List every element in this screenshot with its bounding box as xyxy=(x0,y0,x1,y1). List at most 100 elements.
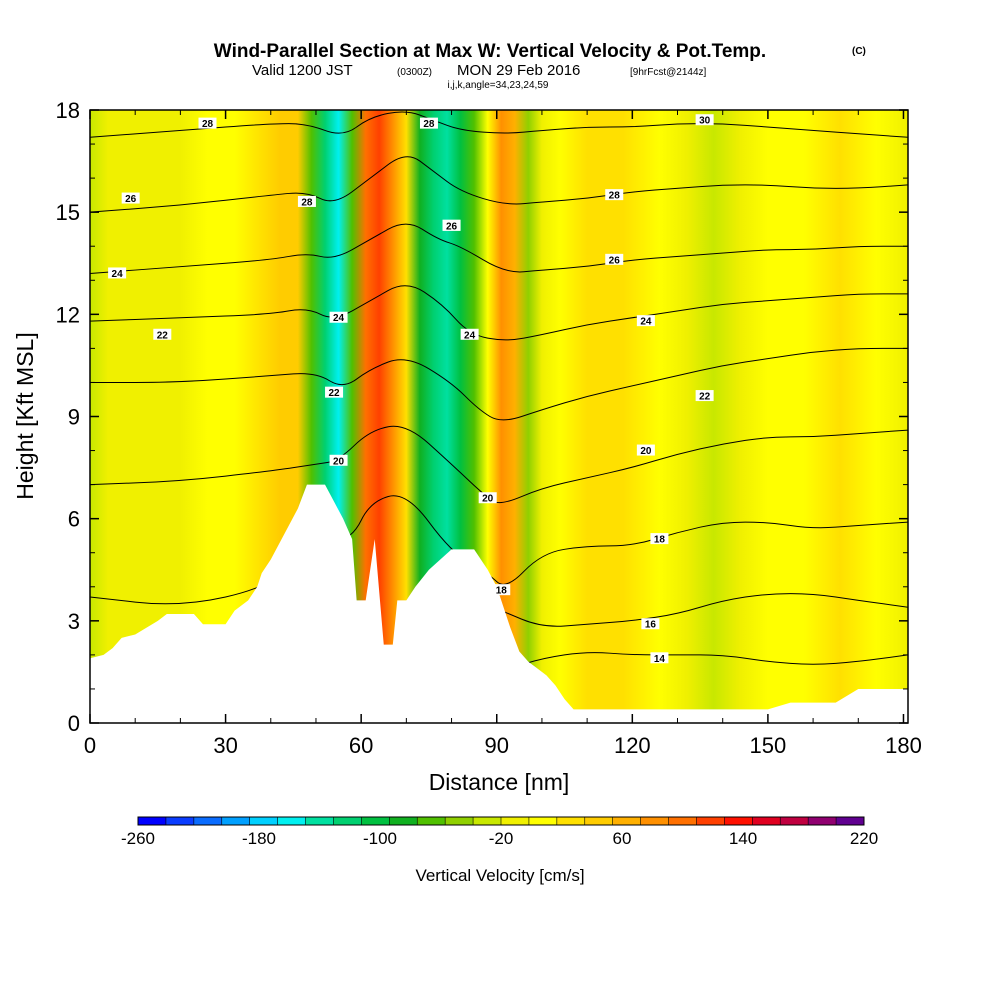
contour-label-bg xyxy=(478,492,497,504)
contour-label-bg xyxy=(695,390,714,402)
contour-label-bg xyxy=(492,584,511,596)
isentrope-26 xyxy=(90,223,908,274)
contour-label-text: 24 xyxy=(464,330,476,341)
contour-label-bg xyxy=(419,117,438,129)
contour-label-bg xyxy=(641,618,660,630)
grid-indices: i,j,k,angle=34,23,24,59 xyxy=(448,80,549,91)
contour-label: 14 xyxy=(650,652,669,665)
contour-label-text: 20 xyxy=(640,446,652,457)
contour-label: 26 xyxy=(605,253,624,266)
colorbar-tick-label: 60 xyxy=(613,829,632,848)
contour-label-text: 28 xyxy=(301,197,313,208)
x-tick-label: 60 xyxy=(349,733,373,758)
contour-label-bg xyxy=(636,315,655,327)
contour-label-bg xyxy=(605,189,624,201)
x-axis-label: Distance [nm] xyxy=(429,769,570,795)
y-tick-label: 6 xyxy=(68,507,80,532)
contour-label-bg xyxy=(460,328,479,340)
contour-label: 28 xyxy=(605,189,624,202)
contour-label: 28 xyxy=(419,117,438,130)
y-axis-label: Height [Kft MSL] xyxy=(12,332,38,499)
contour-label-text: 28 xyxy=(609,191,621,202)
valid-date: MON 29 Feb 2016 xyxy=(457,62,580,79)
contour-label-text: 24 xyxy=(640,317,652,328)
colorbar-swatch xyxy=(193,817,223,825)
colorbar-swatch xyxy=(584,817,613,825)
colorbar-tick-label: -180 xyxy=(242,829,276,848)
contour-label-text: 30 xyxy=(699,116,711,127)
contour-label-bg xyxy=(695,114,714,126)
isentrope-16 xyxy=(501,593,908,627)
contour-label-bg xyxy=(329,454,348,466)
valid-time-line: Valid 1200 JST (0300Z) MON 29 Feb 2016 [… xyxy=(252,62,707,79)
colorbar-swatch xyxy=(165,817,195,825)
contour-label: 20 xyxy=(329,454,348,467)
contour-label-bg xyxy=(650,652,669,664)
colorbar-tick-label: 220 xyxy=(850,829,878,848)
colorbar-swatch xyxy=(473,817,502,825)
x-tick-label: 180 xyxy=(885,733,922,758)
isentrope-30 xyxy=(90,111,908,138)
colorbar-swatch xyxy=(724,817,753,825)
contour-label-bg xyxy=(605,253,624,265)
contour-label: 24 xyxy=(636,315,655,328)
contour-label-text: 28 xyxy=(423,119,435,130)
contour-label-text: 22 xyxy=(328,388,340,399)
contour-label-text: 18 xyxy=(496,586,508,597)
colorbar-swatch xyxy=(640,817,669,825)
contour-label: 20 xyxy=(636,444,655,457)
colorbar-swatch xyxy=(417,817,446,825)
colorbar-swatch xyxy=(780,817,809,825)
colorbar-swatch xyxy=(556,817,586,825)
contour-label-text: 28 xyxy=(202,119,214,130)
contour-label-bg xyxy=(198,117,217,129)
y-tick-label: 15 xyxy=(56,200,80,225)
contour-label-text: 16 xyxy=(645,620,657,631)
colorbar-tick-label: -20 xyxy=(489,829,514,848)
contour-label-text: 14 xyxy=(654,654,666,665)
colorbar-swatch xyxy=(305,817,334,825)
contour-label-text: 22 xyxy=(157,330,169,341)
valid-prefix: Valid 1200 JST xyxy=(252,62,353,79)
y-tick-label: 3 xyxy=(68,609,80,634)
contour-label: 30 xyxy=(695,114,714,127)
contour-label-text: 26 xyxy=(446,221,458,232)
x-tick-label: 120 xyxy=(614,733,651,758)
contour-label: 24 xyxy=(108,267,127,280)
colorbar-swatch xyxy=(501,817,530,825)
contour-label: 22 xyxy=(695,390,714,403)
contour-label: 24 xyxy=(460,328,479,341)
contour-label: 20 xyxy=(478,492,497,505)
contour-label-bg xyxy=(297,195,316,207)
colorbar-swatch xyxy=(221,817,250,825)
contour-label-text: 24 xyxy=(112,269,124,280)
x-tick-label: 30 xyxy=(213,733,237,758)
isentrope-28 xyxy=(90,156,908,213)
colorbar-swatch xyxy=(445,817,474,825)
contour-label-bg xyxy=(325,386,344,398)
contour-label: 22 xyxy=(153,328,172,341)
colorbar-tick-label: -260 xyxy=(121,829,155,848)
contour-label-bg xyxy=(442,219,461,231)
contour-label-text: 24 xyxy=(333,313,345,324)
y-tick-label: 12 xyxy=(56,302,80,327)
contour-label: 16 xyxy=(641,618,660,631)
contour-label-text: 18 xyxy=(654,535,666,546)
colorbar-swatch xyxy=(808,817,837,825)
colorbar-swatch xyxy=(389,817,418,825)
colorbar-swatch xyxy=(612,817,641,825)
contour-label: 24 xyxy=(329,311,348,324)
contour-label-bg xyxy=(108,267,127,279)
colorbar-tick-label: 140 xyxy=(729,829,757,848)
contour-label: 18 xyxy=(492,584,511,597)
contour-label-bg xyxy=(121,192,140,204)
colorbar-swatch xyxy=(696,817,725,825)
contour-label: 28 xyxy=(297,195,316,208)
contour-label-text: 20 xyxy=(333,456,345,467)
isentrope-14 xyxy=(510,652,908,669)
colorbar: -260 -180 -100 -20 60 140 220 xyxy=(121,816,878,848)
isentrope-24 xyxy=(90,285,908,341)
colorbar-tick-label: -100 xyxy=(363,829,397,848)
x-tick-label: 90 xyxy=(484,733,508,758)
